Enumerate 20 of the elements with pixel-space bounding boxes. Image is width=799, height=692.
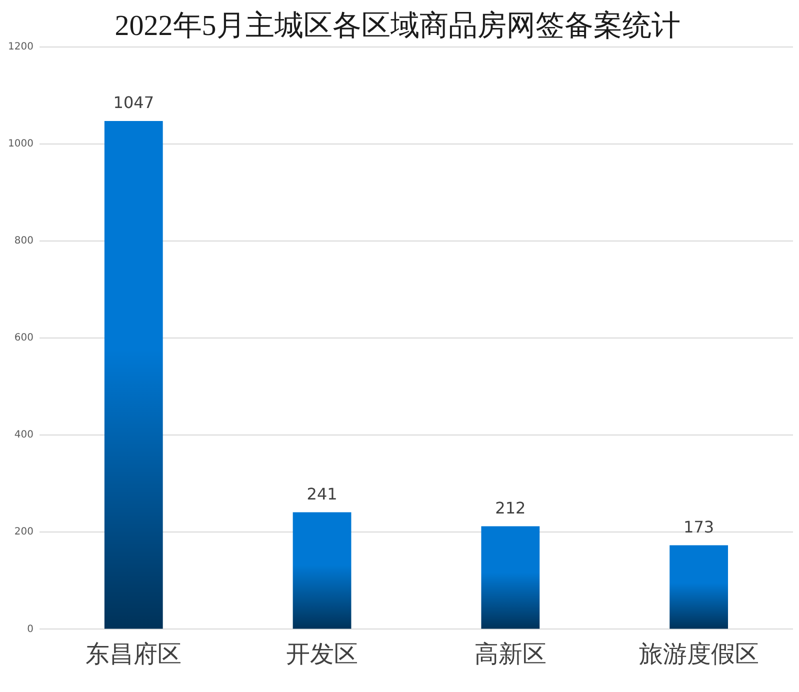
data-label: 212 [495,498,526,518]
chart-title: 2022年5月主城区各区域商品房网签备案统计 [114,10,680,42]
bar [104,121,163,629]
x-tick-label: 开发区 [286,642,358,668]
x-tick-label: 高新区 [474,640,546,668]
bar [292,512,352,629]
data-label: 173 [684,517,714,536]
bar [670,545,728,629]
bar [481,526,540,629]
data-label: 1047 [113,93,154,112]
x-tick-label: 东昌府区 [86,640,182,668]
y-tick-label: 1200 [8,41,34,52]
y-tick-label: 1000 [8,138,34,150]
x-tick-label: 旅游度假区 [638,640,759,668]
y-tick-label: 800 [14,236,34,247]
y-tick-label: 0 [27,624,34,635]
y-tick-label: 600 [14,332,34,344]
y-tick-label: 400 [14,430,34,441]
data-label: 241 [306,484,338,504]
y-tick-label: 200 [14,526,34,538]
